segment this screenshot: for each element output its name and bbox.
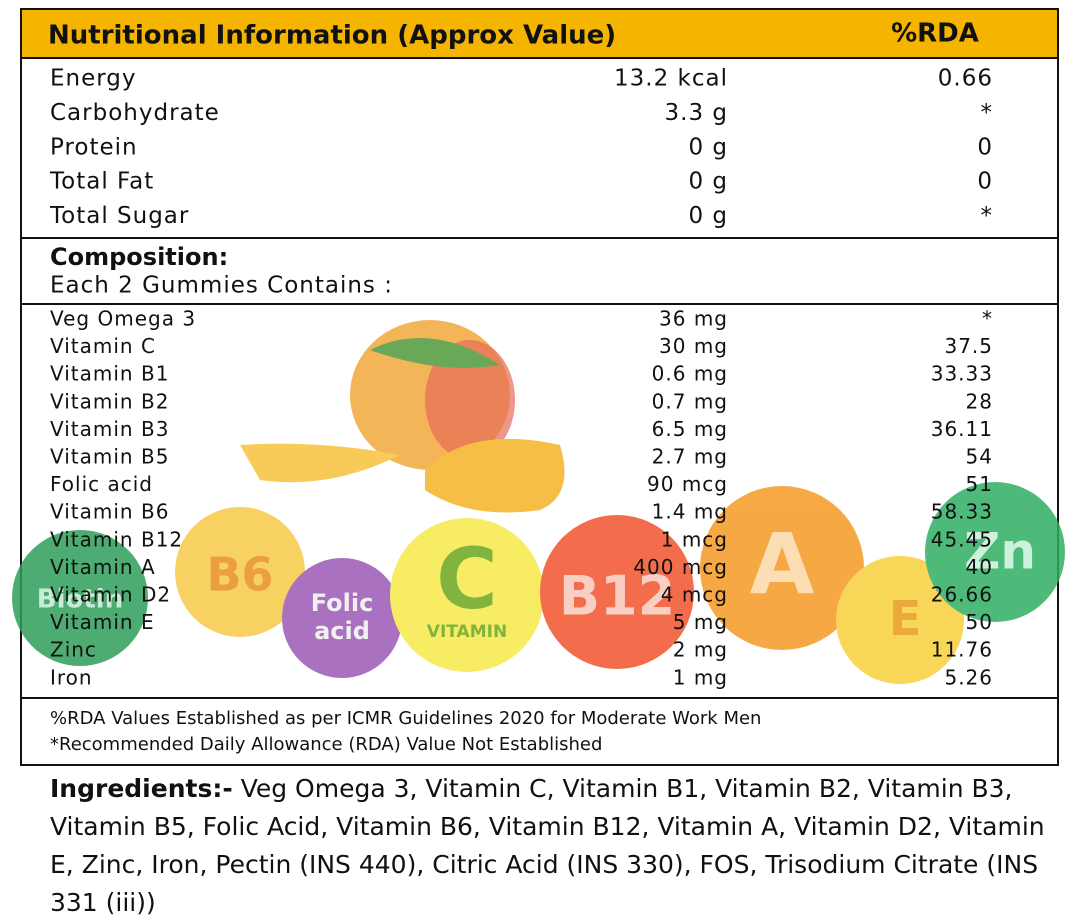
deco-text: Zn (964, 523, 1036, 581)
nutrient-name: Vitamin B5 (50, 445, 169, 469)
ball (175, 507, 305, 637)
header-rda: %RDA (891, 19, 979, 49)
nutrient-amount: 4 mcg (661, 583, 728, 607)
nutrient-amount: 1.4 mg (652, 500, 728, 524)
deco-text: A (749, 515, 814, 613)
nutrient-amount: 2 mg (673, 638, 728, 662)
footnote: *Recommended Daily Allowance (RDA) Value… (50, 734, 602, 755)
nutrient-rda: * (982, 307, 993, 331)
nutrient-amount: 3.3 g (665, 100, 729, 126)
nutrient-name: Vitamin D2 (50, 583, 171, 607)
nutrient-rda: * (981, 100, 994, 126)
nutrient-rda: 50 (966, 610, 993, 634)
nutrient-rda: 37.5 (944, 334, 993, 358)
nutrient-name: Vitamin E (50, 610, 155, 634)
nutrient-amount: 0 g (688, 203, 728, 229)
deco-text: acid (314, 617, 370, 645)
nutrient-amount: 0.7 mg (652, 389, 728, 413)
nutrient-name: Carbohydrate (50, 100, 220, 126)
deco-text: B12 (559, 565, 675, 628)
deco-text: Biotin (37, 585, 123, 615)
nutrient-amount: 1 mcg (661, 527, 728, 551)
nutrient-amount: 2.7 mg (652, 445, 728, 469)
nutrient-amount: 30 mg (659, 334, 728, 358)
nutrient-rda: 36.11 (931, 417, 993, 441)
nutrient-rda: 5.26 (944, 665, 993, 689)
deco-text: E (889, 591, 922, 647)
nutrient-name: Protein (50, 134, 138, 160)
nutrient-amount: 6.5 mg (652, 417, 728, 441)
nutrient-amount: 0 g (688, 134, 728, 160)
nutrient-name: Total Sugar (49, 203, 189, 229)
nutrient-amount: 90 mcg (647, 472, 728, 496)
ball (390, 518, 544, 672)
ball (700, 486, 864, 650)
deco-text: C (436, 530, 498, 628)
nutrient-name: Veg Omega 3 (50, 307, 196, 331)
decoration: Biotin B6 Folic acid C VITAMIN B12 A E Z… (12, 320, 1065, 684)
nutrient-name: Vitamin C (50, 334, 156, 358)
nutrient-rda: 33.33 (931, 362, 993, 386)
rows: Energy 13.2 kcal 0.66 Carbohydrate 3.3 g * Pro… (49, 66, 994, 690)
composition-subtitle: Each 2 Gummies Contains : (50, 273, 393, 299)
mango-cube (425, 438, 565, 513)
footnote: %RDA Values Established as per ICMR Guid… (50, 708, 761, 729)
nutrient-amount: 0.6 mg (652, 362, 728, 386)
deco-text: VITAMIN (427, 622, 507, 642)
nutrient-name: Vitamin B6 (50, 500, 169, 524)
nutrient-name: Vitamin B12 (50, 527, 183, 551)
ingredients-label: Ingredients:- (50, 774, 233, 803)
ball (282, 558, 402, 678)
nutrient-name: Energy (50, 66, 137, 92)
header-title: Nutritional Information (Approx Value) (48, 21, 616, 51)
nutrient-name: Total Fat (49, 169, 154, 195)
nutrient-rda: 58.33 (931, 500, 993, 524)
nutrient-amount: 1 mg (673, 665, 728, 689)
nutrient-rda: 11.76 (931, 638, 993, 662)
nutrient-rda: 51 (966, 472, 993, 496)
nutrient-amount: 5 mg (673, 610, 728, 634)
ingredients-text: Veg Omega 3, Vitamin C, Vitamin B1, Vita… (50, 774, 1045, 917)
nutrient-name: Iron (50, 665, 93, 689)
ball (12, 530, 148, 666)
deco-text: B6 (206, 548, 273, 602)
nutrient-name: Zinc (50, 638, 97, 662)
nutrient-amount: 0 g (688, 169, 728, 195)
nutrient-rda: 0 (977, 169, 993, 195)
nutrient-name: Vitamin B2 (50, 389, 169, 413)
nutrient-rda: 26.66 (931, 583, 993, 607)
nutrient-rda: 28 (966, 389, 993, 413)
header-band (22, 10, 1057, 58)
nutrient-name: Folic acid (50, 472, 153, 496)
nutrient-rda: 54 (966, 445, 993, 469)
nutrient-name: Vitamin A (50, 555, 156, 579)
mango-slice (240, 443, 400, 483)
nutrient-name: Vitamin B1 (50, 362, 169, 386)
nutrient-rda: * (981, 203, 994, 229)
ingredients: Ingredients:- Veg Omega 3, Vitamin C, Vit… (50, 770, 1050, 922)
nutrient-rda: 0 (977, 134, 993, 160)
nutrient-amount: 13.2 kcal (614, 66, 728, 92)
nutrient-name: Vitamin B3 (50, 417, 169, 441)
nutrient-rda: 0.66 (938, 66, 993, 92)
ball (925, 482, 1065, 622)
leaf (370, 338, 500, 368)
nutrient-amount: 400 mcg (633, 555, 728, 579)
composition-title: Composition: (50, 243, 228, 271)
ball (836, 556, 964, 684)
deco-text: Folic (311, 589, 374, 617)
ball (540, 515, 694, 669)
nutrient-rda: 45.45 (931, 527, 993, 551)
nutrient-rda: 40 (966, 555, 993, 579)
nutrient-amount: 36 mg (659, 307, 728, 331)
mango-blush (425, 340, 515, 460)
